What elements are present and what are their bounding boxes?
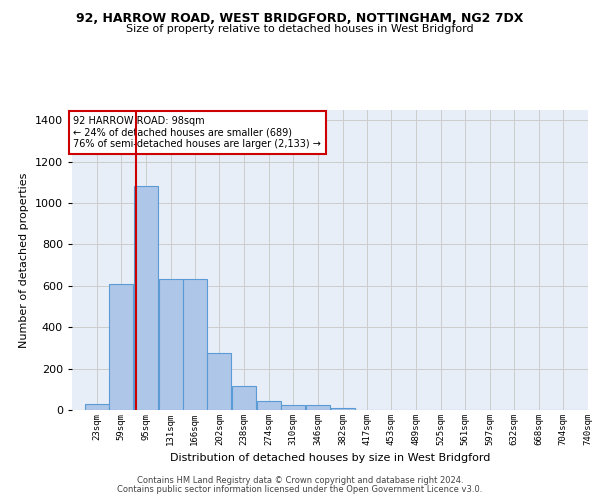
- Bar: [281, 406, 305, 410]
- Y-axis label: Number of detached properties: Number of detached properties: [19, 172, 29, 348]
- Text: 92 HARROW ROAD: 98sqm
← 24% of detached houses are smaller (689)
76% of semi-det: 92 HARROW ROAD: 98sqm ← 24% of detached …: [73, 116, 321, 150]
- Bar: [109, 284, 133, 410]
- Bar: [331, 408, 355, 410]
- Bar: [306, 406, 330, 410]
- Text: Contains HM Land Registry data © Crown copyright and database right 2024.: Contains HM Land Registry data © Crown c…: [137, 476, 463, 485]
- Bar: [158, 278, 182, 410]
- X-axis label: Distribution of detached houses by size in West Bridgford: Distribution of detached houses by size …: [170, 454, 490, 464]
- Bar: [85, 404, 109, 410]
- Bar: [182, 278, 206, 410]
- Bar: [232, 386, 256, 410]
- Bar: [208, 353, 232, 410]
- Text: 92, HARROW ROAD, WEST BRIDGFORD, NOTTINGHAM, NG2 7DX: 92, HARROW ROAD, WEST BRIDGFORD, NOTTING…: [76, 12, 524, 26]
- Bar: [134, 186, 158, 410]
- Bar: [257, 400, 281, 410]
- Text: Contains public sector information licensed under the Open Government Licence v3: Contains public sector information licen…: [118, 485, 482, 494]
- Text: Size of property relative to detached houses in West Bridgford: Size of property relative to detached ho…: [126, 24, 474, 34]
